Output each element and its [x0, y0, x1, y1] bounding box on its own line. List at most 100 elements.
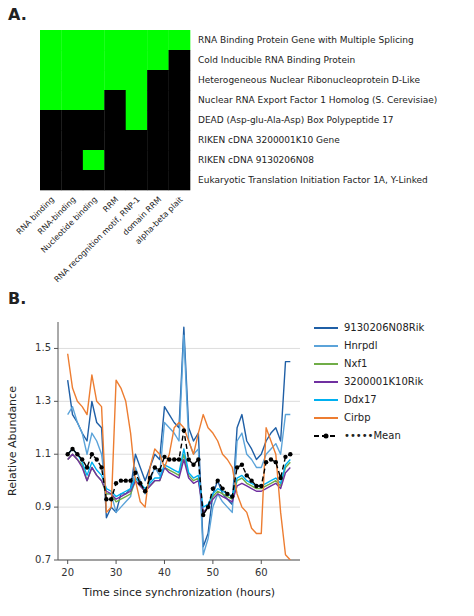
- series-marker: [95, 457, 99, 461]
- heatmap-cell: [61, 130, 83, 150]
- heatmap-cell: [147, 90, 169, 110]
- series-line: [68, 430, 291, 515]
- tick: [54, 401, 58, 402]
- legend-label: Hnrpdl: [344, 340, 377, 351]
- series-marker: [196, 457, 200, 461]
- series-marker: [124, 478, 128, 482]
- legend-label: Ddx17: [344, 394, 377, 405]
- tick-label: 0.7: [35, 554, 51, 565]
- row-label: RIKEN cDNA 3200001K10 Gene: [198, 135, 340, 145]
- heatmap-cell: [83, 30, 105, 50]
- heatmap-cell: [104, 90, 126, 110]
- figure: A. RNA Binding Protein Gene with Multiple…: [0, 0, 474, 616]
- series-line: [68, 449, 291, 507]
- series-marker: [269, 457, 273, 461]
- heatmap-cell: [83, 110, 105, 130]
- heatmap-cell: [126, 170, 148, 190]
- series-marker: [114, 481, 118, 485]
- series-marker: [191, 463, 195, 467]
- row-label: RNA Binding Protein Gene with Multiple S…: [198, 35, 414, 45]
- series-marker: [70, 447, 74, 451]
- column-label: RRM: [101, 195, 120, 214]
- heatmap-cell: [83, 70, 105, 90]
- heatmap-cell: [147, 130, 169, 150]
- grid-line: [58, 454, 300, 455]
- heatmap-cell: [83, 150, 105, 170]
- legend-swatch: [314, 327, 338, 329]
- heatmap-cell: [147, 70, 169, 90]
- tick-label: 40: [158, 567, 171, 578]
- series-line: [68, 454, 291, 512]
- heatmap-cells: [40, 30, 190, 190]
- tick-label: 50: [207, 567, 220, 578]
- legend-label: Nxf1: [344, 358, 367, 369]
- series-marker: [274, 460, 278, 464]
- heatmap-cell: [169, 90, 191, 110]
- row-label: Nuclear RNA Export Factor 1 Homolog (S. …: [198, 95, 437, 105]
- tick: [54, 507, 58, 508]
- heatmap-cell: [61, 30, 83, 50]
- panel-title: A.: [8, 5, 27, 24]
- series-marker: [288, 452, 292, 456]
- heatmap-cell: [40, 70, 62, 90]
- series-marker: [172, 457, 176, 461]
- series-marker: [153, 465, 157, 469]
- heatmap-cell: [104, 130, 126, 150]
- series-marker: [235, 465, 239, 469]
- series-marker: [283, 455, 287, 459]
- heatmap-cell: [147, 30, 169, 50]
- heatmap-cell: [126, 150, 148, 170]
- series-marker: [75, 452, 79, 456]
- heatmap-cell: [169, 150, 191, 170]
- series-marker: [186, 457, 190, 461]
- heatmap-cell: [61, 110, 83, 130]
- heatmap-cell: [147, 50, 169, 70]
- tick-label: 20: [61, 567, 74, 578]
- tick-label: 30: [110, 567, 123, 578]
- tick: [54, 560, 58, 561]
- grid-line: [58, 507, 300, 508]
- heatmap-cell: [147, 170, 169, 190]
- legend-label: 9130206N08Rik: [344, 322, 424, 333]
- heatmap-cell: [104, 150, 126, 170]
- row-label: RIKEN cDNA 9130206N08: [198, 155, 314, 165]
- legend-label: Cirbp: [344, 412, 371, 423]
- heatmap-cell: [104, 110, 126, 130]
- x-axis-label: Time since synchronization (hours): [82, 586, 275, 599]
- legend-swatch: [314, 345, 338, 347]
- series-marker: [264, 460, 268, 464]
- series-marker: [119, 478, 123, 482]
- heatmap-cell: [40, 30, 62, 50]
- heatmap-cell: [40, 90, 62, 110]
- heatmap-cell: [61, 90, 83, 110]
- x-axis-line: [58, 560, 300, 561]
- legend-swatch: [314, 417, 338, 419]
- plot-area: [65, 327, 292, 560]
- tick: [164, 560, 165, 564]
- series-marker: [109, 497, 113, 501]
- row-label: Heterogeneous Nuclear Ribonucleoprotein …: [198, 75, 420, 85]
- heatmap-cell: [126, 50, 148, 70]
- column-label: RNA recognition motif, RNP-1: [53, 195, 142, 284]
- legend-swatch: [314, 381, 338, 383]
- heatmap-cell: [104, 70, 126, 90]
- tick: [212, 560, 213, 564]
- legend-marker: [324, 434, 329, 439]
- heatmap-cell: [61, 150, 83, 170]
- tick-label: 1.1: [35, 448, 51, 459]
- series-marker: [201, 513, 205, 517]
- series-marker: [133, 471, 137, 475]
- series-marker: [259, 484, 263, 488]
- grid: [58, 348, 300, 560]
- tick: [116, 560, 117, 564]
- legend: 9130206N08RikHnrpdlNxf13200001K10RikDdx1…: [314, 322, 424, 441]
- tick: [54, 454, 58, 455]
- y-axis-label: Relative Abundance: [6, 386, 19, 496]
- series-marker: [128, 478, 132, 482]
- tick: [67, 560, 68, 564]
- series-marker: [65, 452, 69, 456]
- series-marker: [90, 452, 94, 456]
- heatmap-cell: [104, 170, 126, 190]
- series-marker: [138, 481, 142, 485]
- legend-label: •••••Mean: [344, 430, 401, 441]
